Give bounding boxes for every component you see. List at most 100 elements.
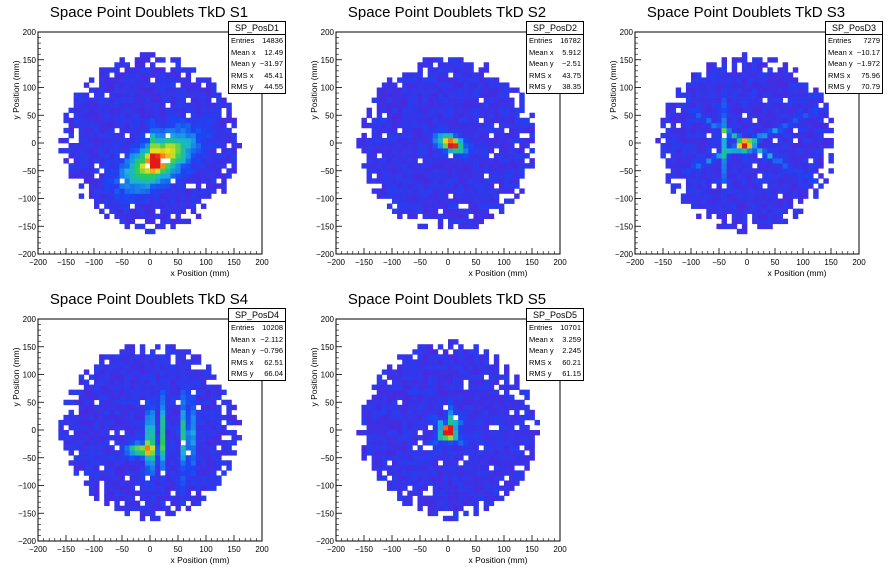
heatmap-cell <box>797 132 804 139</box>
heatmap-cell <box>155 57 161 63</box>
heatmap-cell <box>195 455 202 461</box>
heatmap-cell <box>185 364 192 370</box>
heatmap-cell <box>190 445 197 451</box>
heatmap-cell <box>170 470 176 476</box>
heatmap-cell <box>124 490 130 496</box>
heatmap-cell <box>493 168 500 174</box>
heatmap-cell <box>63 148 69 154</box>
heatmap-cell <box>155 87 161 93</box>
heatmap-cell <box>139 102 146 109</box>
heatmap-cell <box>498 414 505 421</box>
heatmap-cell <box>94 384 100 390</box>
heatmap-cell <box>407 198 413 204</box>
heatmap-cell <box>509 127 515 134</box>
heatmap-cell <box>767 218 773 225</box>
heatmap-cell <box>407 213 413 220</box>
heatmap-plot: −200 −150 −100 −50 0 50 100 150 200−200−150−100−… <box>309 28 567 278</box>
heatmap-cell <box>160 188 166 194</box>
heatmap-cell <box>124 163 130 169</box>
heatmap-cell <box>170 97 176 103</box>
heatmap-cell <box>782 143 789 149</box>
heatmap-cell <box>509 102 515 109</box>
heatmap-cell <box>195 178 202 184</box>
heatmap-plot: −200 −150 −100 −50 0 50 100 150 200−200−150−100−… <box>608 28 866 278</box>
heatmap-cell <box>119 409 125 416</box>
heatmap-cell <box>473 107 479 114</box>
heatmap-cell <box>68 168 74 174</box>
heatmap-cell <box>221 143 227 149</box>
heatmap-cell <box>792 77 799 83</box>
heatmap-cell <box>160 203 166 209</box>
heatmap-cell <box>155 374 161 380</box>
heatmap-cell <box>155 102 161 109</box>
heatmap-cell <box>432 490 439 496</box>
heatmap-cell <box>524 153 530 159</box>
heatmap-cell <box>706 143 712 149</box>
heatmap-cell <box>124 198 130 204</box>
heatmap-cell <box>731 57 738 63</box>
heatmap-cell <box>150 143 156 149</box>
heatmap-cell <box>165 213 171 220</box>
heatmap-cell <box>114 203 120 209</box>
heatmap-cell <box>371 450 378 456</box>
heatmap-cell <box>458 72 464 78</box>
heatmap-cell <box>782 87 789 93</box>
heatmap-cell <box>448 178 454 184</box>
heatmap-cell <box>483 445 490 451</box>
stats-value: −0.796 <box>259 346 283 355</box>
heatmap-cell <box>211 112 217 119</box>
heatmap-cell <box>473 399 479 406</box>
heatmap-cell <box>468 178 474 184</box>
heatmap-cell <box>63 158 69 164</box>
heatmap-cell <box>519 430 525 436</box>
heatmap-cell <box>716 107 722 114</box>
heatmap-cell <box>675 112 682 119</box>
heatmap-cell <box>488 495 495 501</box>
heatmap-cell <box>468 399 474 406</box>
heatmap-cell <box>144 379 151 385</box>
heatmap-cell <box>731 178 738 184</box>
heatmap-cell <box>104 178 110 184</box>
heatmap-cell <box>78 112 85 119</box>
heatmap-cell <box>114 379 120 385</box>
heatmap-cell <box>144 440 151 446</box>
heatmap-cell <box>180 143 186 149</box>
heatmap-cell <box>376 450 383 456</box>
heatmap-cell <box>504 430 510 436</box>
heatmap-cell <box>160 218 166 225</box>
heatmap-cell <box>129 72 136 78</box>
heatmap-cell <box>124 97 130 103</box>
heatmap-cell <box>458 193 464 199</box>
heatmap-cell <box>412 349 418 355</box>
heatmap-cell <box>83 137 90 144</box>
heatmap-cell <box>129 87 136 93</box>
heatmap-cell <box>711 178 717 184</box>
heatmap-cell <box>165 495 171 501</box>
heatmap-cell <box>493 460 500 466</box>
heatmap-cell <box>165 384 171 390</box>
heatmap-cell <box>792 213 799 220</box>
heatmap-cell <box>160 495 166 501</box>
heatmap-cell <box>231 137 237 144</box>
heatmap-cell <box>392 470 398 476</box>
heatmap-cell <box>427 178 434 184</box>
heatmap-cell <box>150 485 156 491</box>
heatmap-cell <box>124 122 130 129</box>
heatmap-cell <box>99 72 105 78</box>
heatmap-cell <box>797 82 804 88</box>
stats-row: RMS x 60.21 <box>527 357 583 369</box>
heatmap-cell <box>129 97 136 103</box>
stats-box-name: SP_PosD3 <box>826 22 882 35</box>
heatmap-cell <box>488 364 495 370</box>
heatmap-cell <box>206 364 212 370</box>
heatmap-cell <box>211 178 217 184</box>
heatmap-cell <box>99 354 105 360</box>
heatmap-cell <box>417 122 423 129</box>
heatmap-cell <box>88 475 95 481</box>
heatmap-cell <box>99 97 105 103</box>
heatmap-cell <box>468 193 474 199</box>
heatmap-cell <box>386 445 393 451</box>
heatmap-cell <box>139 223 146 230</box>
heatmap-cell <box>731 193 738 199</box>
heatmap-cell <box>762 62 768 68</box>
